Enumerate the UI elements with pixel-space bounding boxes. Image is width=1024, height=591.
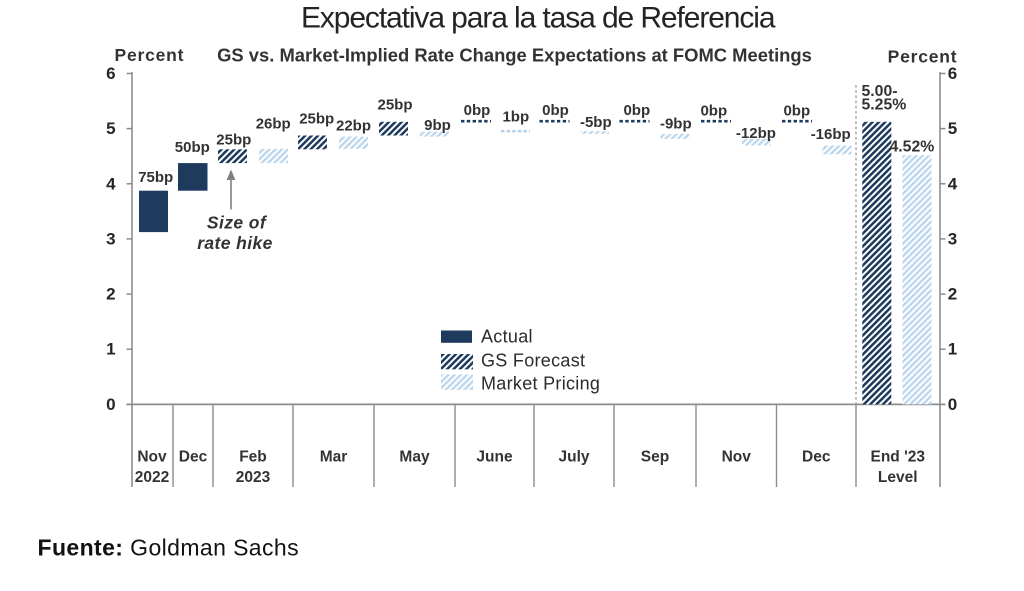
svg-text:GS Forecast: GS Forecast [481, 351, 585, 371]
svg-text:25bp: 25bp [377, 97, 412, 114]
svg-text:0bp: 0bp [464, 102, 491, 119]
svg-text:rate hike: rate hike [197, 233, 273, 253]
svg-text:End '23: End '23 [870, 448, 925, 465]
svg-text:Nov: Nov [137, 448, 167, 465]
svg-text:Sep: Sep [641, 448, 669, 465]
svg-text:0bp: 0bp [700, 103, 727, 120]
svg-text:2023: 2023 [236, 469, 271, 486]
svg-text:GS vs. Market-Implied Rate Cha: GS vs. Market-Implied Rate Change Expect… [217, 45, 812, 66]
svg-text:1: 1 [106, 340, 115, 359]
svg-text:1: 1 [948, 340, 957, 359]
svg-text:1bp: 1bp [502, 108, 529, 125]
svg-text:4.52%: 4.52% [890, 139, 935, 156]
svg-text:6: 6 [106, 64, 115, 83]
svg-text:Expectativa para la tasa de Re: Expectativa para la tasa de Referencia [301, 1, 776, 34]
svg-text:-5bp: -5bp [580, 114, 612, 131]
svg-text:3: 3 [948, 229, 957, 248]
svg-text:6: 6 [948, 64, 957, 83]
svg-text:9bp: 9bp [424, 117, 451, 134]
svg-text:Fuente: Goldman Sachs: Fuente: Goldman Sachs [38, 534, 300, 560]
svg-text:Feb: Feb [239, 448, 267, 465]
svg-text:2022: 2022 [135, 469, 169, 486]
svg-text:50bp: 50bp [175, 139, 210, 156]
svg-text:4: 4 [106, 174, 116, 193]
svg-text:Percent: Percent [888, 47, 958, 67]
svg-text:5.25%: 5.25% [862, 96, 907, 113]
svg-text:May: May [399, 448, 430, 465]
svg-text:2: 2 [948, 285, 957, 304]
svg-text:July: July [558, 448, 589, 465]
svg-text:Dec: Dec [802, 448, 831, 465]
svg-text:Level: Level [878, 469, 918, 486]
svg-text:Nov: Nov [722, 448, 752, 465]
svg-text:Dec: Dec [179, 448, 208, 465]
svg-text:Percent: Percent [114, 45, 184, 65]
svg-text:25bp: 25bp [299, 110, 334, 127]
svg-text:5.00-: 5.00- [862, 83, 898, 100]
svg-text:June: June [476, 448, 513, 465]
svg-text:0bp: 0bp [542, 102, 569, 119]
svg-text:-9bp: -9bp [660, 116, 692, 133]
svg-text:-16bp: -16bp [811, 126, 851, 143]
svg-text:4: 4 [948, 174, 958, 193]
svg-text:0: 0 [948, 395, 957, 414]
svg-text:26bp: 26bp [256, 116, 291, 133]
svg-text:Market Pricing: Market Pricing [481, 374, 600, 394]
svg-text:2: 2 [106, 285, 115, 304]
svg-text:25bp: 25bp [216, 132, 251, 149]
svg-text:Size of: Size of [207, 213, 268, 233]
svg-text:Actual: Actual [481, 327, 533, 347]
svg-text:0bp: 0bp [783, 103, 810, 120]
svg-text:3: 3 [106, 229, 115, 248]
svg-text:0bp: 0bp [623, 102, 650, 119]
svg-text:75bp: 75bp [138, 169, 173, 186]
svg-text:-12bp: -12bp [736, 125, 776, 142]
svg-text:Mar: Mar [320, 448, 348, 465]
svg-text:5: 5 [948, 119, 957, 138]
svg-text:22bp: 22bp [336, 118, 371, 135]
svg-text:5: 5 [106, 119, 115, 138]
svg-text:0: 0 [106, 395, 115, 414]
